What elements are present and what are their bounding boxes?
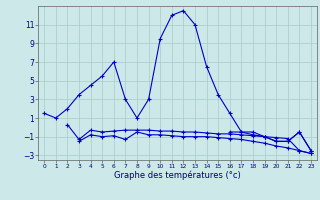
X-axis label: Graphe des températures (°c): Graphe des températures (°c) (114, 171, 241, 180)
